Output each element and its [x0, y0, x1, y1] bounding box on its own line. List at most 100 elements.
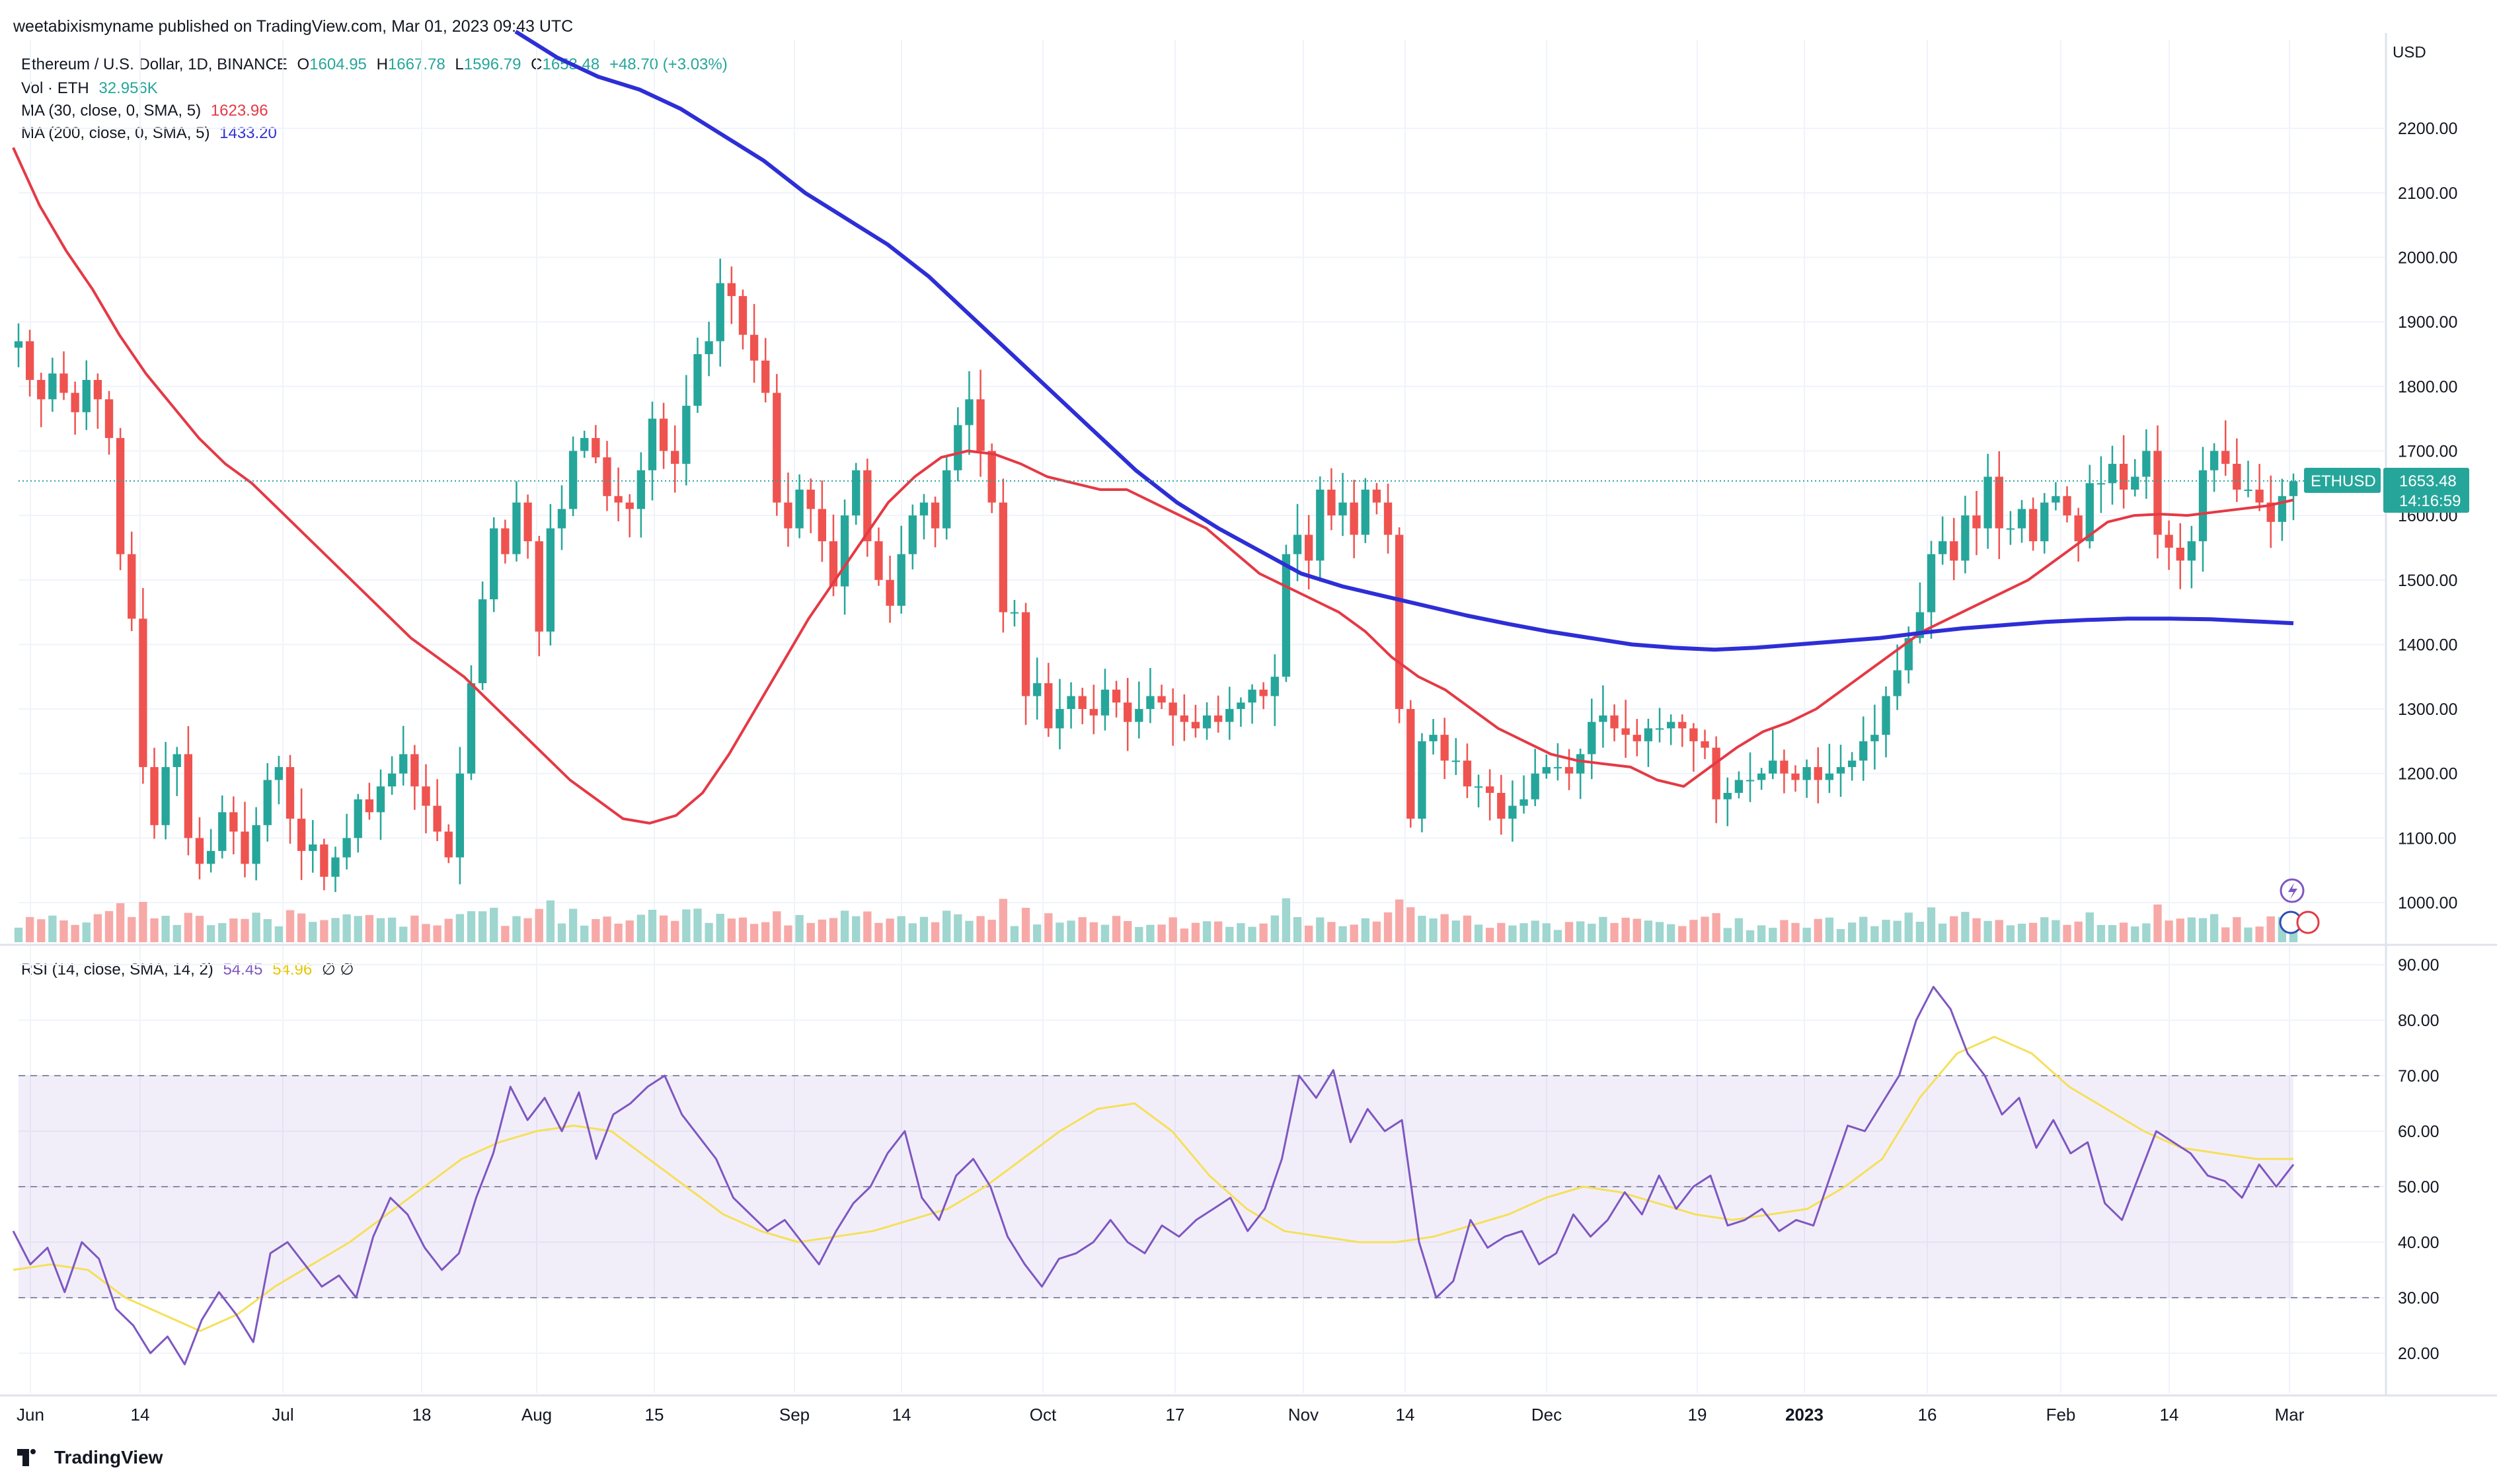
candle-body — [501, 528, 510, 554]
candle-body — [2165, 535, 2173, 548]
volume-bar — [1882, 920, 1890, 942]
volume-bar — [455, 914, 465, 942]
candle-body — [1497, 792, 1506, 819]
volume-bar — [1338, 926, 1347, 942]
volume-bar — [1225, 926, 1234, 942]
candle-body — [1836, 766, 1845, 774]
volume-bar — [1859, 916, 1868, 942]
candle-body — [48, 373, 57, 400]
ma200-line — [514, 30, 2294, 652]
candle-body — [2209, 451, 2219, 470]
volume-bar — [2085, 912, 2094, 942]
candle-body — [241, 831, 249, 864]
candle-body — [1802, 766, 1811, 780]
candle-body — [749, 334, 759, 361]
candle-body — [1327, 490, 1336, 516]
volume-bar — [1395, 899, 1404, 942]
candle-body — [897, 554, 905, 606]
volume-bar — [1010, 926, 1019, 942]
volume-bar — [1270, 915, 1279, 942]
candle-body — [1633, 735, 1641, 741]
volume-legend: Vol · ETH 32.956K — [21, 79, 163, 98]
volume-bar — [648, 909, 657, 942]
candle-body — [976, 399, 985, 451]
volume-bar — [625, 920, 634, 942]
candle-body — [2017, 509, 2026, 529]
candle-body — [2096, 483, 2106, 485]
time-tick-label: 14 — [131, 1405, 150, 1425]
volume-bar — [2233, 917, 2241, 942]
candle-body — [818, 509, 826, 542]
volume-bar — [241, 918, 249, 942]
rsi-label: RSI (14, close, SMA, 14, 2) — [21, 961, 213, 979]
candle-body — [387, 773, 397, 787]
candle-body — [1486, 786, 1494, 793]
candle-body — [2142, 451, 2151, 477]
candle-body — [286, 766, 295, 819]
volume-bar — [1406, 907, 1415, 942]
candle-body — [1418, 741, 1426, 819]
volume-bar — [2108, 925, 2117, 942]
candle-body — [1983, 476, 1992, 529]
volume-bar — [727, 918, 736, 942]
volume-bar — [1021, 907, 1030, 942]
lightning-icon[interactable] — [2280, 878, 2305, 903]
time-tick-label: Dec — [1531, 1405, 1562, 1425]
rsi-sma-line — [13, 1035, 2293, 1332]
candle-body — [309, 844, 317, 851]
candle-body — [1259, 689, 1268, 696]
candlestick-series — [14, 258, 2298, 893]
volume-bar — [931, 922, 940, 942]
rsi-tick-label: 40.00 — [2398, 1234, 2439, 1252]
volume-bar — [1361, 918, 1369, 942]
volume-bar — [795, 914, 804, 942]
candle-body — [1588, 722, 1596, 755]
volume-bar — [1237, 923, 1245, 942]
volume-bar — [1666, 924, 1675, 942]
candle-body — [1564, 766, 1574, 774]
volume-bar — [1780, 920, 1788, 942]
volume-bar — [376, 918, 385, 942]
ma200-label: MA (200, close, 0, SMA, 5) — [21, 124, 210, 142]
candle-body — [1542, 766, 1551, 774]
candle-body — [1395, 535, 1404, 710]
candle-body — [1814, 766, 1822, 780]
candle-body — [263, 780, 272, 825]
volume-bar — [274, 926, 284, 942]
candle-body — [1950, 541, 1958, 561]
candle-body — [399, 754, 408, 774]
volume-bar — [592, 918, 600, 942]
volume-bar — [1746, 930, 1755, 942]
time-tick-label: 2023 — [1785, 1405, 1824, 1425]
volume-bar — [1067, 920, 1075, 942]
candle-body — [2063, 496, 2071, 516]
rsi-tick-label: 70.00 — [2398, 1067, 2439, 1086]
candle-body — [1927, 554, 1936, 612]
candle-body — [2040, 502, 2049, 542]
volume-bar — [1542, 923, 1551, 942]
candle-body — [1383, 502, 1393, 535]
candle-body — [342, 838, 351, 858]
volume-bar — [818, 919, 826, 942]
event-flag-icon[interactable] — [2296, 910, 2320, 934]
time-tick-label: Sep — [779, 1405, 810, 1425]
candle-body — [1599, 715, 1607, 722]
volume-bar — [1112, 916, 1121, 942]
candle-body — [1746, 780, 1755, 782]
candle-body — [455, 773, 465, 858]
volume-bar — [1135, 926, 1143, 942]
candle-body — [93, 380, 102, 400]
volume-bar — [761, 922, 770, 942]
candle-body — [965, 399, 974, 426]
ma30-value: 1623.96 — [210, 102, 268, 120]
candle-body — [444, 831, 453, 858]
volume-bar — [897, 916, 905, 942]
high-value: 1667.78 — [387, 56, 445, 73]
candle-body — [1610, 715, 1619, 729]
time-tick-label: Oct — [1030, 1405, 1057, 1425]
candle-body — [274, 766, 284, 780]
rsi-tick-label: 50.00 — [2398, 1178, 2439, 1197]
volume-bar — [1157, 924, 1166, 942]
volume-bar — [1429, 918, 1438, 942]
